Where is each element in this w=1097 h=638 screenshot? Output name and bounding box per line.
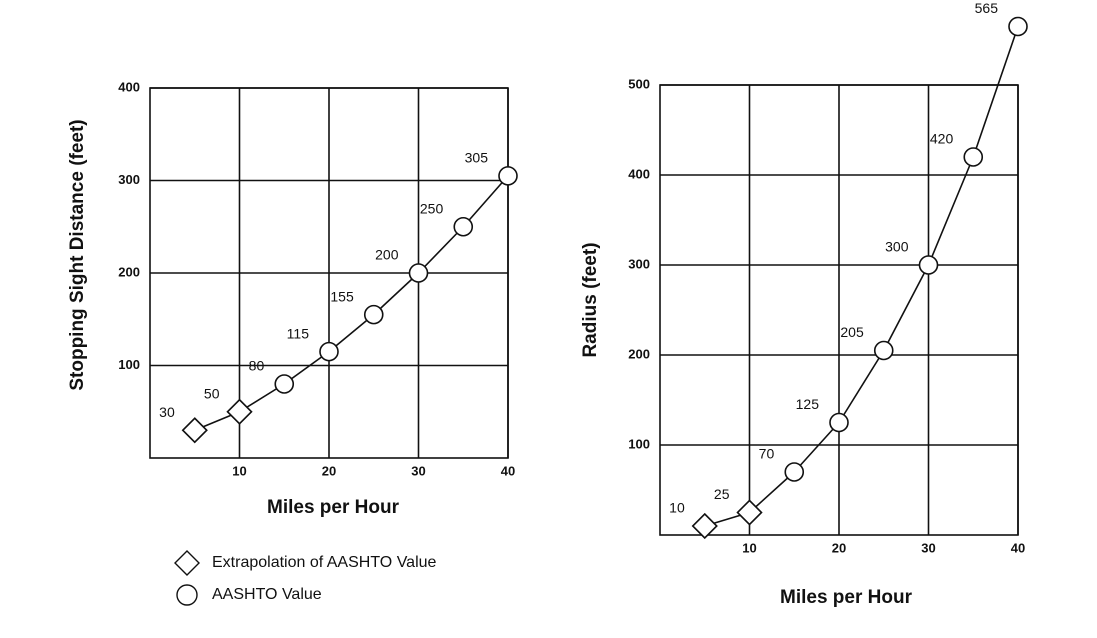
circle-marker (873, 340, 894, 361)
line-segment (462, 175, 509, 228)
circle-marker (274, 374, 295, 394)
legend-circle (176, 584, 198, 606)
data-label: 25 (714, 486, 730, 502)
data-label: 10 (669, 500, 685, 516)
circle-marker (408, 263, 429, 283)
legend-label: AASHTO Value (212, 586, 322, 603)
circle-marker (829, 412, 849, 433)
data-label: 125 (796, 396, 820, 412)
x-tick-label: 40 (501, 463, 515, 478)
circle-marker (1008, 16, 1028, 37)
data-label: 80 (249, 358, 265, 374)
legend-diamond (174, 550, 200, 576)
y-tick-label: 200 (628, 346, 650, 361)
x-tick-label: 20 (322, 463, 336, 478)
x-tick-label: 10 (742, 540, 756, 555)
y-tick-label: 300 (118, 172, 140, 187)
line-segment (972, 26, 1019, 158)
data-label: 300 (885, 239, 909, 255)
y-tick-label: 300 (628, 256, 650, 271)
legend-item: Extrapolation of AASHTO Value (174, 550, 437, 576)
diamond-marker (226, 398, 253, 425)
y-axis-title: Stopping Sight Distance (feet) (67, 119, 88, 390)
x-axis-title: Miles per Hour (780, 587, 913, 608)
diamond-marker (181, 417, 208, 444)
data-label: 30 (159, 404, 175, 420)
data-label: 50 (204, 385, 220, 401)
x-tick-label: 30 (411, 463, 425, 478)
data-label: 200 (375, 247, 399, 263)
data-label: 115 (287, 325, 310, 341)
legend-label: Extrapolation of AASHTO Value (212, 554, 437, 571)
circle-marker (963, 147, 984, 167)
x-tick-label: 20 (832, 540, 846, 555)
circle-marker (319, 341, 339, 362)
data-label: 305 (465, 150, 489, 166)
y-tick-label: 100 (628, 436, 650, 451)
circle-marker (918, 255, 939, 275)
y-tick-label: 400 (118, 79, 140, 94)
circle-marker (498, 166, 518, 186)
line-segment (838, 350, 885, 423)
data-label: 205 (840, 324, 864, 340)
x-tick-label: 10 (232, 463, 246, 478)
diamond-marker (691, 512, 718, 540)
data-label: 565 (975, 0, 999, 16)
circle-marker (784, 462, 805, 482)
x-tick-label: 30 (921, 540, 935, 555)
line-segment (373, 272, 420, 316)
line-segment (417, 226, 464, 274)
circle-marker (363, 304, 384, 325)
line-segment (748, 471, 795, 514)
data-label: 420 (930, 131, 954, 147)
y-axis-title: Radius (feet) (580, 242, 601, 357)
line-segment (927, 156, 974, 266)
y-tick-label: 500 (628, 76, 650, 91)
diamond-marker (736, 499, 763, 526)
circle-marker (453, 216, 474, 237)
legend-item: AASHTO Value (176, 584, 322, 606)
line-segment (883, 264, 930, 351)
x-axis-title: Miles per Hour (267, 497, 400, 518)
y-tick-label: 400 (628, 166, 650, 181)
y-tick-label: 200 (118, 264, 140, 279)
data-label: 155 (330, 288, 354, 304)
data-label: 70 (759, 446, 775, 462)
line-segment (793, 421, 840, 473)
data-label: 250 (420, 200, 444, 216)
y-tick-label: 100 (118, 357, 140, 372)
x-tick-label: 40 (1011, 540, 1025, 555)
